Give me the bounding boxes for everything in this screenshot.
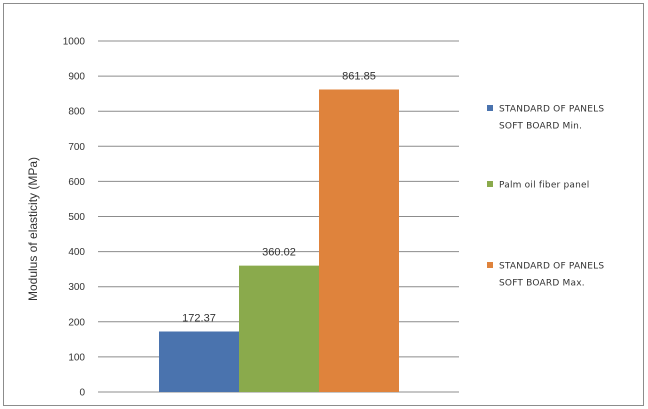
y-tick-label: 200	[68, 317, 85, 328]
y-axis-title: Modulus of elasticity (MPa)	[26, 157, 40, 301]
y-tick-label: 300	[68, 282, 85, 293]
legend-label: STANDARD OF PANELS	[499, 262, 604, 272]
bar-3-value-label: 861.85	[342, 70, 376, 82]
legend: STANDARD OF PANELS SOFT BOARD Min. Palm oi…	[487, 105, 604, 289]
bars	[159, 89, 399, 392]
legend-item-1: STANDARD OF PANELS SOFT BOARD Min.	[487, 105, 604, 132]
legend-label: SOFT BOARD Max.	[499, 279, 585, 289]
y-tick-label: 900	[68, 72, 85, 83]
legend-swatch	[487, 181, 493, 187]
legend-label: SOFT BOARD Min.	[499, 122, 582, 132]
bar-2-value-label: 360.02	[262, 247, 296, 259]
y-tick-label: 500	[68, 212, 85, 223]
data-labels: 172.37 360.02 861.85	[182, 70, 376, 324]
y-tick-label: 0	[79, 388, 85, 399]
legend-swatch	[487, 262, 493, 268]
y-tick-label: 1000	[63, 37, 86, 48]
bar-3	[319, 89, 399, 392]
legend-item-2: Palm oil fiber panel	[487, 181, 589, 191]
legend-label: Palm oil fiber panel	[499, 181, 589, 191]
y-tick-label: 400	[68, 247, 85, 258]
y-tick-label: 800	[68, 107, 85, 118]
y-axis-ticks: 0 100 200 300 400 500 600 700 800 900 1000	[63, 37, 86, 399]
legend-item-3: STANDARD OF PANELS SOFT BOARD Max.	[487, 262, 604, 289]
bar-1	[159, 331, 239, 392]
legend-swatch	[487, 105, 493, 111]
bar-2	[239, 265, 319, 392]
bar-1-value-label: 172.37	[182, 312, 216, 324]
y-tick-label: 100	[68, 352, 85, 363]
legend-label: STANDARD OF PANELS	[499, 105, 604, 115]
y-tick-label: 700	[68, 142, 85, 153]
y-tick-label: 600	[68, 177, 85, 188]
